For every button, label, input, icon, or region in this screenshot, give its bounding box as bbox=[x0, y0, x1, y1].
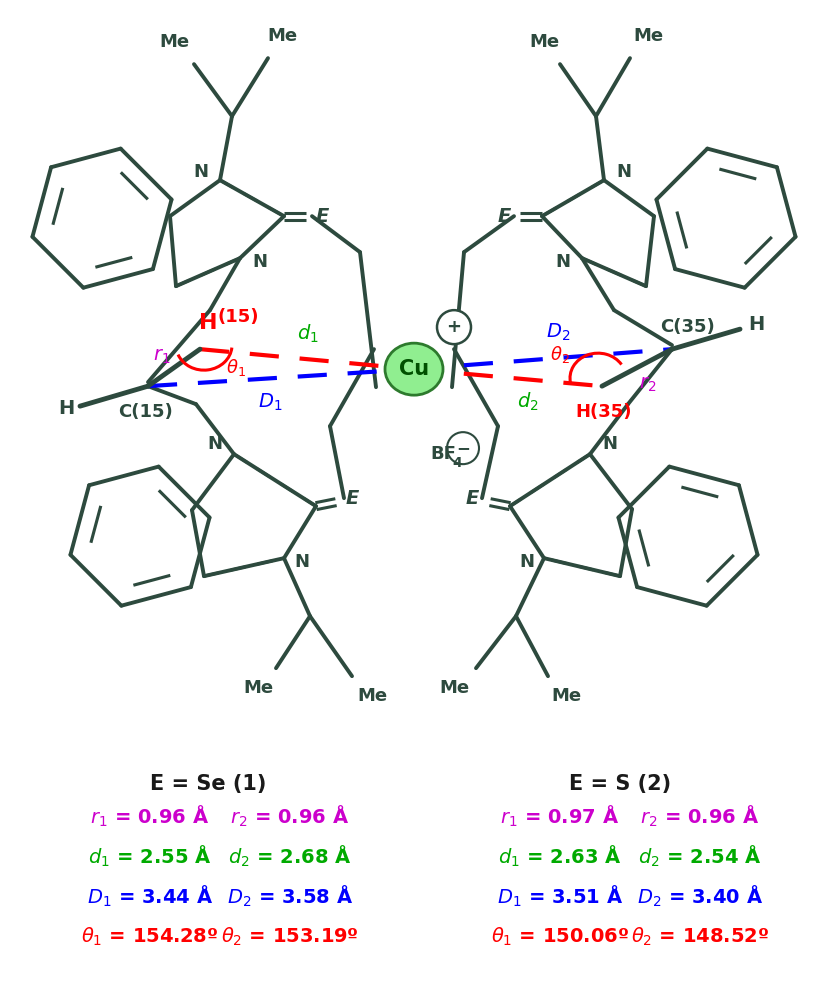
Text: $D_2$ = 3.40 Å: $D_2$ = 3.40 Å bbox=[636, 885, 762, 909]
Text: N: N bbox=[207, 435, 222, 453]
Text: N: N bbox=[601, 435, 616, 453]
Text: $d_2$: $d_2$ bbox=[517, 391, 538, 414]
Text: Me: Me bbox=[356, 688, 386, 705]
Text: $\theta_1$ = 154.28º: $\theta_1$ = 154.28º bbox=[81, 926, 218, 948]
Text: N: N bbox=[193, 164, 208, 181]
Text: H(35): H(35) bbox=[575, 403, 632, 422]
Text: $D_2$ = 3.58 Å: $D_2$ = 3.58 Å bbox=[227, 885, 352, 909]
Text: Me: Me bbox=[438, 679, 469, 697]
Text: E: E bbox=[465, 489, 478, 507]
Text: +: + bbox=[446, 318, 461, 336]
Text: $D_2$: $D_2$ bbox=[545, 321, 570, 343]
Text: $d_2$ = 2.68 Å: $d_2$ = 2.68 Å bbox=[228, 844, 351, 869]
Text: $\theta_2$ = 153.19º: $\theta_2$ = 153.19º bbox=[221, 926, 358, 948]
Text: $d_1$ = 2.55 Å: $d_1$ = 2.55 Å bbox=[88, 844, 212, 869]
Text: Me: Me bbox=[550, 688, 581, 705]
Text: Me: Me bbox=[159, 33, 189, 51]
Text: $r_1$ = 0.96 Å: $r_1$ = 0.96 Å bbox=[90, 804, 209, 829]
Text: $D_1$ = 3.51 Å: $D_1$ = 3.51 Å bbox=[496, 885, 622, 909]
Text: E = Se (1): E = Se (1) bbox=[150, 774, 265, 794]
Text: $r_2$: $r_2$ bbox=[638, 374, 656, 394]
Text: N: N bbox=[519, 554, 533, 571]
Text: H: H bbox=[747, 314, 763, 334]
Text: $r_2$ = 0.96 Å: $r_2$ = 0.96 Å bbox=[230, 804, 349, 829]
Ellipse shape bbox=[385, 343, 442, 395]
Circle shape bbox=[447, 432, 479, 464]
Text: N: N bbox=[554, 253, 569, 271]
Text: N: N bbox=[615, 164, 630, 181]
Text: −: − bbox=[456, 439, 470, 457]
Text: $d_2$ = 2.54 Å: $d_2$ = 2.54 Å bbox=[638, 844, 761, 869]
Text: H: H bbox=[198, 313, 217, 333]
Text: E: E bbox=[497, 207, 510, 226]
Text: Me: Me bbox=[528, 33, 558, 51]
Text: Me: Me bbox=[632, 28, 662, 45]
Text: H: H bbox=[58, 399, 74, 418]
Text: (15): (15) bbox=[217, 308, 258, 326]
Text: $r_1$: $r_1$ bbox=[153, 347, 170, 365]
Text: $\theta_1$: $\theta_1$ bbox=[226, 357, 246, 377]
Text: $\theta_1$ = 150.06º: $\theta_1$ = 150.06º bbox=[490, 926, 629, 948]
Text: $D_1$ = 3.44 Å: $D_1$ = 3.44 Å bbox=[87, 885, 213, 909]
Text: $d_1$: $d_1$ bbox=[297, 323, 318, 346]
Text: $r_1$ = 0.97 Å: $r_1$ = 0.97 Å bbox=[500, 804, 619, 829]
Text: $\theta_2$: $\theta_2$ bbox=[549, 344, 569, 364]
Text: E: E bbox=[315, 207, 328, 226]
Text: Cu: Cu bbox=[399, 360, 428, 379]
Text: $\theta_2$ = 148.52º: $\theta_2$ = 148.52º bbox=[630, 926, 768, 948]
Text: C(15): C(15) bbox=[118, 403, 173, 422]
Text: $d_1$ = 2.63 Å: $d_1$ = 2.63 Å bbox=[498, 844, 621, 869]
Text: E = S (2): E = S (2) bbox=[568, 774, 670, 794]
Text: N: N bbox=[294, 554, 308, 571]
Text: Me: Me bbox=[242, 679, 273, 697]
Text: E: E bbox=[345, 489, 358, 507]
Text: Me: Me bbox=[266, 28, 297, 45]
Text: C(35): C(35) bbox=[660, 318, 715, 336]
Text: BF: BF bbox=[429, 445, 456, 463]
Text: $D_1$: $D_1$ bbox=[257, 391, 282, 413]
Circle shape bbox=[437, 310, 471, 344]
Text: 4: 4 bbox=[452, 456, 461, 470]
Text: N: N bbox=[251, 253, 266, 271]
Text: $r_2$ = 0.96 Å: $r_2$ = 0.96 Å bbox=[640, 804, 758, 829]
